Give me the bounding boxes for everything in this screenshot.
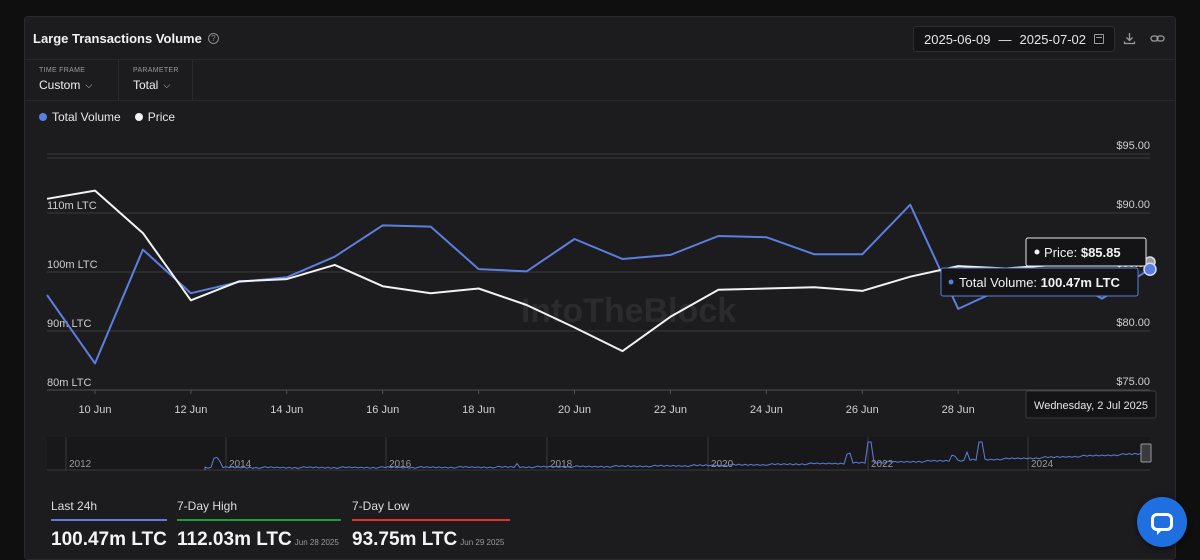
navigator-bg [47, 437, 1150, 470]
legend-item-total-volume[interactable]: Total Volume [39, 110, 121, 124]
navigator-year-label: 2018 [550, 459, 573, 470]
watermark: IntoTheBlock [521, 292, 736, 330]
tooltip-volume-box [940, 267, 1139, 297]
tooltip-price-label: Price: [1044, 245, 1081, 260]
tooltip-volume-text: Total Volume: 100.47m LTC [959, 275, 1121, 290]
navigator-range-handle [1140, 443, 1152, 463]
x-tick-label: 12 Jun [174, 404, 207, 416]
divider [25, 59, 1175, 60]
date-to: 2025-07-02 [1019, 31, 1087, 47]
legend-dot [39, 113, 47, 121]
timeframe-select[interactable]: TIME FRAME Custom ⌵ [25, 60, 119, 100]
x-tick-label: 22 Jun [654, 404, 687, 416]
series-line-price [46, 189, 1151, 353]
chat-icon [1151, 513, 1173, 535]
navigator-year-label: 2024 [1031, 459, 1054, 470]
calendar-icon [1094, 34, 1104, 44]
chevron-down-icon: ⌵ [85, 79, 93, 90]
navigator-year-label: 2022 [871, 459, 894, 470]
navigator-year-label: 2014 [229, 459, 252, 470]
navigator-year-label: 2012 [69, 459, 92, 470]
download-icon[interactable] [1121, 30, 1137, 46]
tooltip-price-box [1025, 237, 1147, 267]
x-tick-label: 20 Jun [558, 404, 591, 416]
tooltip-price-dot [1034, 249, 1040, 255]
date-from: 2025-06-09 [924, 31, 991, 47]
x-tick-label: 14 Jun [270, 404, 303, 416]
parameter-select[interactable]: PARAMETER Total ⌵ [119, 60, 193, 100]
x-tick-label: 10 Jun [78, 404, 111, 416]
hover-point-volume [1143, 262, 1157, 276]
y-left-tick-label: 80m LTC [47, 377, 91, 389]
x-tick-label: 26 Jun [846, 404, 879, 416]
stat-last-24h: Last 24h 100.47m LTC [51, 499, 167, 550]
stat-7day-low: 7-Day Low 93.75m LTC Jun 29 2025 [352, 499, 510, 551]
chart-title: Large Transactions Volume ? [33, 31, 219, 46]
question-circle-icon[interactable]: ? [207, 33, 219, 44]
tooltip-volume-value: 100.47m LTC [1041, 275, 1121, 290]
navigator-year-label: 2020 [711, 459, 734, 470]
tooltip-volume-dot [948, 279, 954, 285]
y-right-tick-label: $75.00 [1116, 376, 1150, 388]
tooltip-price-value: $85.85 [1081, 245, 1121, 260]
y-right-tick-label: $95.00 [1116, 140, 1150, 152]
y-left-tick-label: 110m LTC [47, 200, 97, 212]
tooltip-volume-label: Total Volume: [959, 275, 1041, 290]
tooltip-date-box [1025, 390, 1157, 419]
x-tick-label: 24 Jun [750, 404, 783, 416]
date-range-picker[interactable]: 2025-06-09 — 2025-07-02 [913, 26, 1115, 52]
divider [25, 100, 1175, 101]
link-icon[interactable] [1149, 30, 1165, 46]
chat-button[interactable] [1137, 497, 1187, 547]
stat-7day-high: 7-Day High 112.03m LTC Jun 28 2025 [177, 499, 341, 551]
y-right-tick-label: $80.00 [1116, 317, 1150, 329]
navigator-year-label: 2016 [389, 459, 412, 470]
y-left-tick-label: 90m LTC [47, 318, 91, 330]
legend-item-price[interactable]: Price [134, 110, 175, 124]
tooltip-price-text: Price: $85.85 [1044, 245, 1121, 260]
chart-card: Large Transactions Volume ? 2025-06-09 —… [24, 16, 1176, 560]
date-separator: — [998, 31, 1012, 47]
y-right-tick-label: $90.00 [1116, 199, 1150, 211]
y-left-tick-label: 100m LTC [47, 259, 98, 271]
x-tick-label: 18 Jun [462, 404, 495, 416]
x-tick-label: 16 Jun [366, 404, 399, 416]
tooltip-date: Wednesday, 2 Jul 2025 [1034, 400, 1148, 412]
chevron-down-icon: ⌵ [163, 79, 171, 90]
chart-legend: Total Volume Price [39, 110, 175, 124]
x-tick-label: 28 Jun [942, 404, 975, 416]
navigator-sparkline [204, 441, 1142, 470]
legend-dot [134, 113, 143, 121]
